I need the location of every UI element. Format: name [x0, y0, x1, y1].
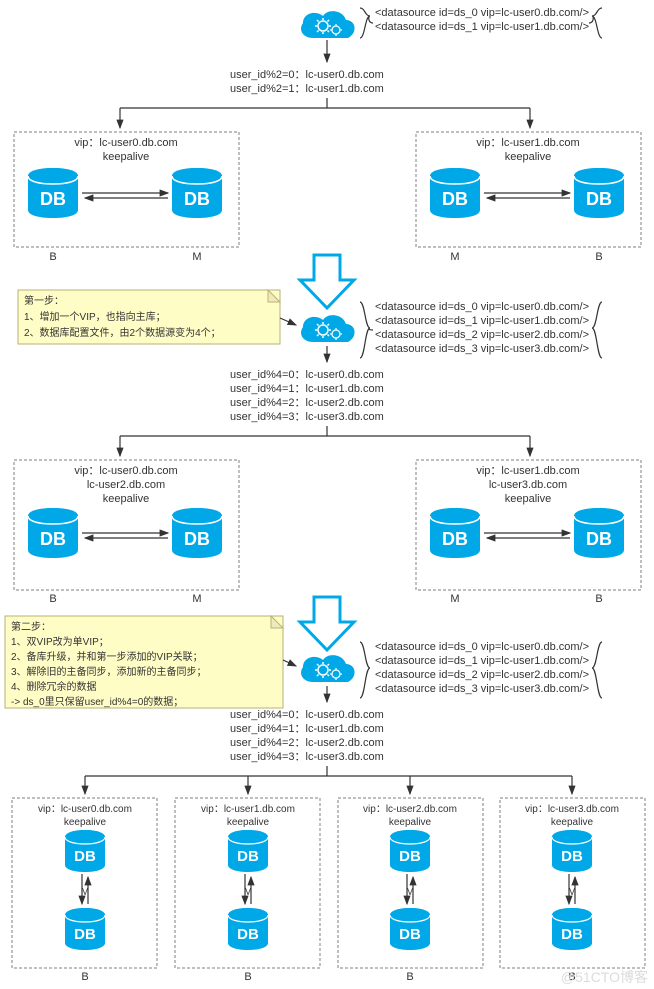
- keepalive-label: keepalive: [227, 817, 270, 828]
- vip-label: vip：lc-user1.db.com: [201, 804, 295, 815]
- vip-label: lc-user3.db.com: [489, 479, 567, 491]
- role-label: M: [81, 887, 89, 898]
- big-arrow: [300, 255, 354, 308]
- keepalive-label: keepalive: [505, 151, 551, 163]
- keepalive-label: keepalive: [389, 817, 432, 828]
- role-label: M: [568, 887, 576, 898]
- cluster2-right: vip：lc-user1.db.com lc-user3.db.com keep…: [416, 460, 641, 605]
- note-line: 1、增加一个VIP，也指向主库；: [24, 310, 166, 323]
- note-line: 3、解除旧的主备同步，添加新的主备同步；: [11, 665, 207, 678]
- ds-line: <datasource id=ds_0 vip=lc-user0.db.com/…: [375, 301, 589, 313]
- cluster1-right: vip：lc-user1.db.com keepalive M B: [416, 132, 641, 263]
- ds-line: <datasource id=ds_0 vip=lc-user0.db.com/…: [375, 641, 589, 653]
- ds-line: <datasource id=ds_3 vip=lc-user3.db.com/…: [375, 683, 589, 695]
- note-title: 第二步：: [11, 620, 51, 633]
- role-label: B: [49, 593, 56, 605]
- final-clusters: vip：lc-user0.db.com keepalive M B vip：lc…: [12, 798, 645, 983]
- vip-label: lc-user2.db.com: [87, 479, 165, 491]
- cluster1-left: vip：lc-user0.db.com keepalive B M: [14, 132, 239, 263]
- role-label: B: [595, 593, 602, 605]
- ds-line: <datasource id=ds_1 vip=lc-user1.db.com/…: [375, 315, 589, 327]
- rule: user_id%4=3：lc-user3.db.com: [230, 751, 384, 763]
- branch-lines: [120, 98, 530, 128]
- note-step2: 第二步： 1、双VIP改为单VIP； 2、备库升级，并和第一步添加的VIP关联；…: [5, 616, 296, 708]
- rule: user_id%4=2：lc-user2.db.com: [230, 397, 384, 409]
- vip-label: vip：lc-user0.db.com: [74, 137, 177, 149]
- rule: user_id%4=1：lc-user1.db.com: [230, 383, 384, 395]
- ds-line: <datasource id=ds_1 vip=lc-user1.db.com/…: [375, 655, 589, 667]
- rule: user_id%2=1：lc-user1.db.com: [230, 83, 384, 95]
- vip-label: vip：lc-user2.db.com: [363, 804, 457, 815]
- ds-line: <datasource id=ds_2 vip=lc-user2.db.com/…: [375, 669, 589, 681]
- role-label: B: [406, 971, 413, 983]
- ds-line: <datasource id=ds_3 vip=lc-user3.db.com/…: [375, 343, 589, 355]
- stage2-cloud: <datasource id=ds_0 vip=lc-user0.db.com/…: [301, 301, 602, 358]
- keepalive-label: keepalive: [551, 817, 594, 828]
- vip-label: vip：lc-user0.db.com: [38, 804, 132, 815]
- role-label: M: [192, 593, 201, 605]
- note-step1: 第一步： 1、增加一个VIP，也指向主库； 2、数据库配置文件，由2个数据源变为…: [18, 290, 296, 344]
- note-title: 第一步：: [24, 294, 64, 307]
- role-label: B: [244, 971, 251, 983]
- stage1-cloud: <datasource id=ds_0 vip=lc-user0.db.com/…: [301, 7, 602, 38]
- rule: user_id%2=0：lc-user0.db.com: [230, 69, 384, 81]
- role-label: M: [450, 593, 459, 605]
- note-line: 4、删除冗余的数据: [11, 680, 97, 693]
- role-label: B: [49, 251, 56, 263]
- keepalive-label: keepalive: [505, 493, 551, 505]
- keepalive-label: keepalive: [64, 817, 107, 828]
- role-label: M: [244, 887, 252, 898]
- note-line: 1、双VIP改为单VIP；: [11, 635, 109, 648]
- rule: user_id%4=3：lc-user3.db.com: [230, 411, 384, 423]
- note-line: 2、备库升级，并和第一步添加的VIP关联；: [11, 650, 203, 663]
- vip-label: vip：lc-user1.db.com: [476, 465, 579, 477]
- vip-label: vip：lc-user0.db.com: [74, 465, 177, 477]
- note-line: -> ds_0里只保留user_id%4=0的数据；: [11, 695, 183, 708]
- keepalive-label: keepalive: [103, 493, 149, 505]
- role-label: M: [450, 251, 459, 263]
- ds-line: <datasource id=ds_0 vip=lc-user0.db.com/…: [375, 7, 589, 19]
- role-label: M: [406, 887, 414, 898]
- rule: user_id%4=0：lc-user0.db.com: [230, 369, 384, 381]
- branch-lines: [85, 766, 572, 794]
- stage3-cloud: <datasource id=ds_0 vip=lc-user0.db.com/…: [301, 641, 602, 698]
- vip-label: vip：lc-user1.db.com: [476, 137, 579, 149]
- ds-line: <datasource id=ds_1 vip=lc-user1.db.com/…: [375, 21, 589, 33]
- role-label: B: [81, 971, 88, 983]
- watermark: @51CTO博客: [561, 969, 648, 985]
- role-label: M: [192, 251, 201, 263]
- rule: user_id%4=2：lc-user2.db.com: [230, 737, 384, 749]
- vip-label: vip：lc-user3.db.com: [525, 804, 619, 815]
- cluster2-left: vip：lc-user0.db.com lc-user2.db.com keep…: [14, 460, 239, 605]
- big-arrow: [300, 597, 354, 650]
- rule: user_id%4=0：lc-user0.db.com: [230, 709, 384, 721]
- keepalive-label: keepalive: [103, 151, 149, 163]
- note-line: 2、数据库配置文件，由2个数据源变为4个；: [24, 326, 221, 339]
- role-label: B: [595, 251, 602, 263]
- branch-lines: [120, 426, 530, 456]
- ds-line: <datasource id=ds_2 vip=lc-user2.db.com/…: [375, 329, 589, 341]
- rule: user_id%4=1：lc-user1.db.com: [230, 723, 384, 735]
